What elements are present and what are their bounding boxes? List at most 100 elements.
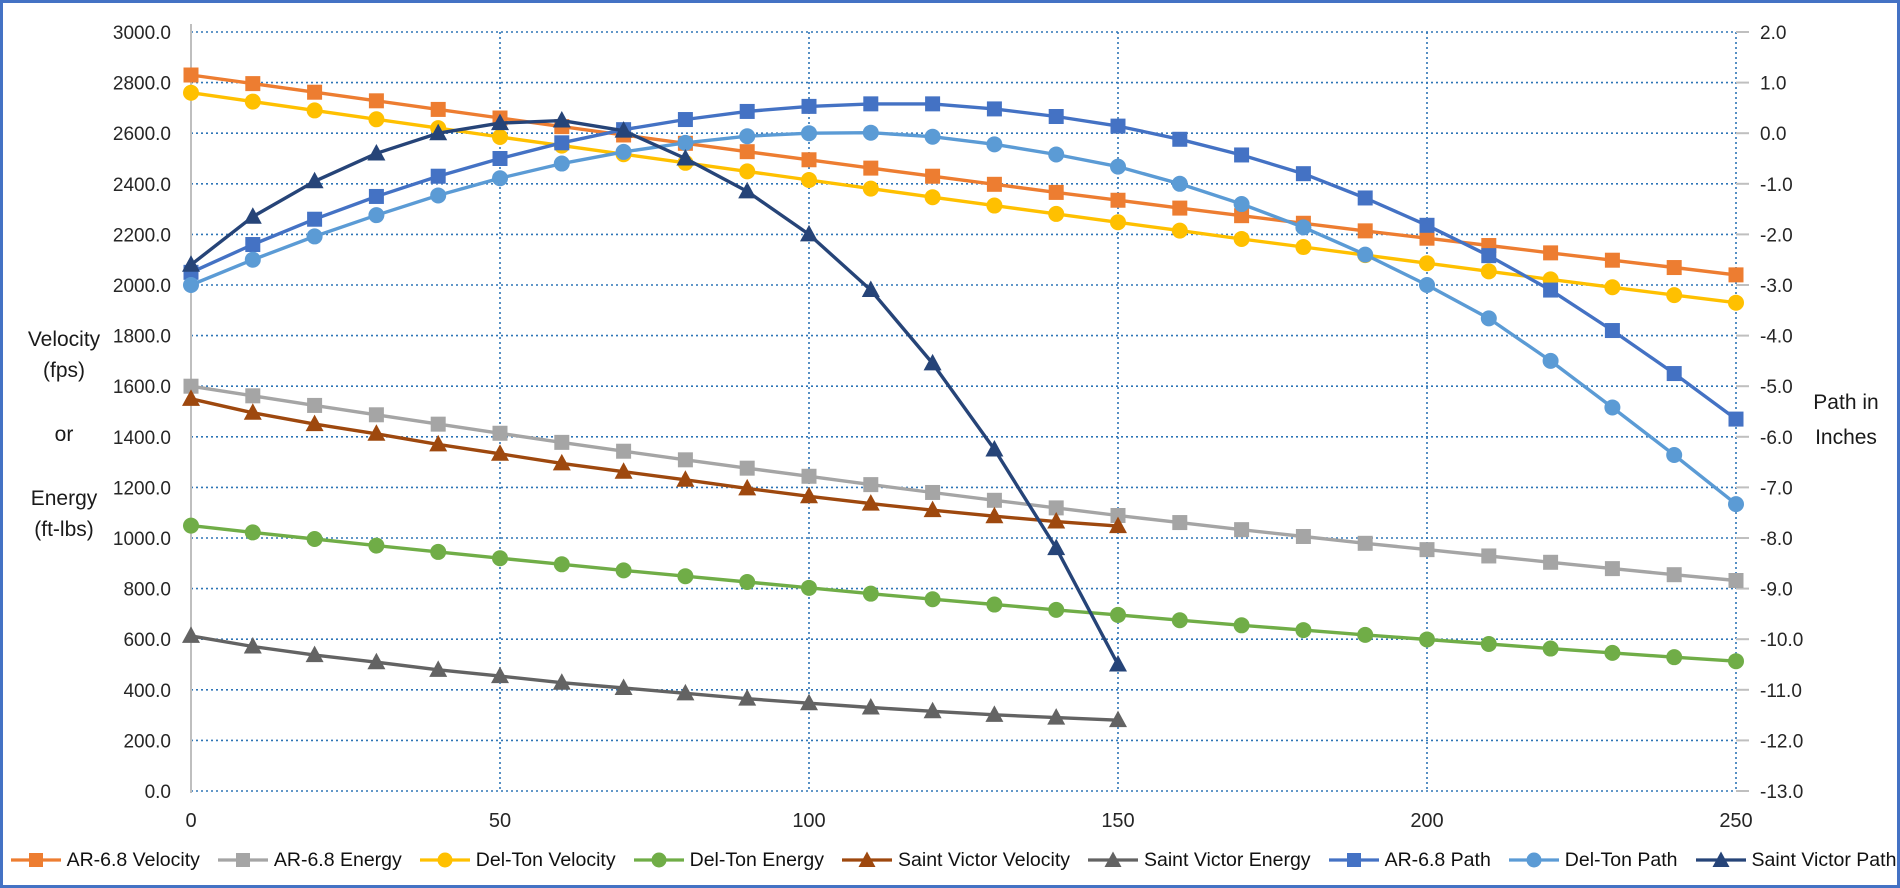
series-line bbox=[189, 130, 1738, 506]
series-marker bbox=[430, 101, 446, 117]
right-axis-title: Path in Inches bbox=[1793, 385, 1897, 455]
series-marker bbox=[924, 128, 941, 145]
series-marker bbox=[1234, 147, 1250, 163]
series-marker bbox=[554, 434, 570, 450]
series-marker bbox=[552, 111, 571, 128]
legend-label: AR-6.8 Velocity bbox=[66, 848, 200, 871]
legend-marker-icon bbox=[419, 852, 470, 868]
series-marker bbox=[800, 486, 818, 504]
series-marker bbox=[243, 403, 262, 420]
series-marker bbox=[1481, 248, 1497, 264]
series-marker bbox=[677, 452, 693, 468]
series-marker bbox=[182, 389, 200, 406]
series-marker bbox=[430, 543, 447, 560]
series-marker bbox=[1234, 522, 1250, 538]
legend-label: Del-Ton Velocity bbox=[475, 848, 616, 871]
series-marker bbox=[1048, 500, 1064, 516]
series-line bbox=[189, 118, 1120, 667]
series-marker bbox=[1171, 612, 1188, 629]
series-marker bbox=[925, 168, 941, 184]
legend-item: Del-Ton Energy bbox=[633, 849, 824, 872]
legend-label: Del-Ton Energy bbox=[689, 848, 825, 871]
series-marker bbox=[245, 388, 261, 404]
left-axis-title-line: (fps) bbox=[43, 359, 85, 382]
chart-legend: AR-6.8 Velocity AR-6.8 Energy Del-Ton Velo… bbox=[3, 843, 1897, 877]
left-axis-tick-label: 200.0 bbox=[123, 731, 171, 752]
series-marker bbox=[1110, 118, 1126, 134]
series-marker bbox=[1357, 246, 1374, 263]
series-marker bbox=[1172, 515, 1188, 531]
legend-item: AR-6.8 Velocity bbox=[10, 849, 200, 872]
series-marker bbox=[307, 211, 323, 227]
series-marker bbox=[492, 128, 508, 145]
series-marker bbox=[924, 591, 941, 608]
series-marker bbox=[1357, 190, 1373, 206]
series-marker bbox=[1728, 411, 1744, 427]
left-axis-tick-label: 1200.0 bbox=[113, 478, 171, 499]
series-marker bbox=[554, 135, 570, 151]
legend-marker-icon bbox=[1088, 851, 1138, 867]
series-marker bbox=[614, 462, 633, 479]
series-marker bbox=[1233, 230, 1250, 247]
legend-item: Saint Victor Velocity bbox=[841, 849, 1070, 872]
legend-marker-icon bbox=[842, 851, 893, 867]
series-marker bbox=[367, 652, 386, 670]
series-marker bbox=[1110, 214, 1126, 231]
left-axis-title-line: Velocity bbox=[27, 328, 101, 351]
series-marker bbox=[739, 144, 755, 160]
series-marker bbox=[1048, 601, 1065, 618]
left-axis-tick-label: 0.0 bbox=[145, 782, 171, 803]
series-marker bbox=[677, 112, 693, 128]
legend-marker-icon bbox=[1328, 853, 1379, 867]
series-marker bbox=[1172, 131, 1188, 147]
series-marker bbox=[923, 701, 942, 719]
series-marker bbox=[800, 224, 818, 242]
series-marker bbox=[1419, 255, 1435, 272]
legend-label: Saint Victor Path bbox=[1751, 848, 1897, 871]
right-axis-tick-label: 2.0 bbox=[1760, 23, 1786, 44]
right-axis-tick-label: -1.0 bbox=[1760, 175, 1793, 196]
series-line bbox=[189, 634, 1120, 722]
series-marker bbox=[1604, 323, 1620, 339]
series-marker bbox=[306, 228, 323, 245]
series-marker bbox=[614, 678, 633, 696]
series-marker bbox=[986, 176, 1002, 192]
series-marker bbox=[306, 102, 323, 119]
series-marker bbox=[307, 84, 323, 100]
series-marker bbox=[1542, 352, 1559, 369]
series-marker bbox=[738, 478, 757, 496]
series-marker bbox=[305, 414, 324, 432]
series-marker bbox=[1604, 644, 1621, 661]
series-marker bbox=[1419, 542, 1435, 558]
series-marker bbox=[244, 93, 261, 110]
legend-item: Saint Victor Energy bbox=[1087, 849, 1311, 872]
series-marker bbox=[1728, 653, 1744, 670]
series-marker bbox=[615, 562, 632, 579]
series-marker bbox=[801, 125, 817, 142]
series-marker bbox=[492, 425, 508, 441]
series-marker bbox=[368, 207, 385, 224]
series-marker bbox=[1233, 617, 1250, 634]
series-marker bbox=[429, 434, 448, 452]
right-axis-tick-label: -6.0 bbox=[1760, 428, 1793, 449]
series-marker bbox=[1110, 606, 1126, 623]
right-axis-tick-label: -4.0 bbox=[1760, 327, 1793, 348]
series-marker bbox=[1109, 710, 1127, 728]
series-marker bbox=[676, 683, 695, 701]
series-marker bbox=[430, 168, 446, 184]
series-marker bbox=[1666, 447, 1683, 464]
left-axis-title-line: (ft-lbs) bbox=[34, 518, 94, 541]
legend-item: Del-Ton Velocity bbox=[419, 849, 616, 872]
series-marker bbox=[1666, 287, 1683, 304]
series-marker bbox=[491, 444, 509, 461]
legend-label: Del-Ton Path bbox=[1564, 848, 1678, 871]
right-axis-tick-label: -12.0 bbox=[1760, 731, 1803, 752]
series-marker bbox=[861, 280, 880, 298]
series-marker bbox=[863, 160, 879, 176]
left-axis-tick-label: 2000.0 bbox=[113, 276, 171, 297]
series-marker bbox=[616, 443, 632, 459]
series-marker bbox=[1419, 230, 1435, 246]
series-marker bbox=[183, 517, 199, 534]
series-marker bbox=[1110, 158, 1126, 175]
left-axis-tick-label: 600.0 bbox=[123, 630, 171, 651]
